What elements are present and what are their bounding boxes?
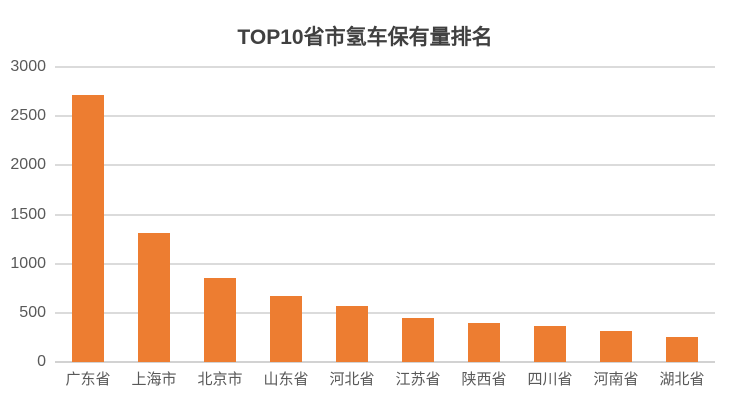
bar-category xyxy=(187,67,253,362)
gridline xyxy=(55,164,715,167)
bar xyxy=(72,94,104,362)
bar xyxy=(270,295,302,362)
x-axis-line xyxy=(55,361,715,363)
chart-title: TOP10省市氢车保有量排名 xyxy=(237,26,493,49)
gridline xyxy=(55,311,715,314)
bar xyxy=(468,322,500,362)
bar xyxy=(666,336,698,362)
y-tick-label: 2000 xyxy=(10,156,46,174)
gridline xyxy=(55,213,715,216)
bar-category xyxy=(385,67,451,362)
bar-category xyxy=(55,67,121,362)
gridline xyxy=(55,115,715,118)
y-axis-labels: 0 500 1000 1500 2000 2500 3000 xyxy=(0,59,46,370)
bar-category xyxy=(319,67,385,362)
bar-category xyxy=(253,67,319,362)
bar xyxy=(534,326,566,362)
bar-category xyxy=(517,67,583,362)
bar xyxy=(138,233,170,362)
bar xyxy=(204,278,236,362)
bar-category xyxy=(583,67,649,362)
x-tick-label: 陕西省 xyxy=(461,371,507,388)
bar xyxy=(402,318,434,362)
bar xyxy=(600,330,632,362)
x-tick-label: 上海市 xyxy=(131,371,177,388)
x-tick-label: 河南省 xyxy=(593,371,639,388)
bar xyxy=(336,306,368,362)
y-tick-label: 500 xyxy=(19,303,46,321)
x-axis-labels: 广东省 上海市 北京市 山东省 河北省 江苏省 陕西省 四川省 河南省 湖北省 xyxy=(55,371,715,389)
y-tick-label: 0 xyxy=(37,353,46,370)
bars xyxy=(55,67,715,362)
x-tick-label: 北京市 xyxy=(197,371,243,388)
x-tick-label: 江苏省 xyxy=(395,371,441,388)
y-tick-label: 3000 xyxy=(10,58,46,75)
y-tick-label: 2500 xyxy=(10,107,46,125)
x-tick-label: 四川省 xyxy=(527,371,573,388)
bar-category xyxy=(121,67,187,362)
y-tick-label: 1000 xyxy=(10,254,46,272)
gridline xyxy=(55,66,715,68)
x-tick-label: 湖北省 xyxy=(659,371,705,388)
y-tick-label: 1500 xyxy=(10,205,46,223)
bar-category xyxy=(451,67,517,362)
gridline xyxy=(55,262,715,265)
x-tick-label: 山东省 xyxy=(263,371,309,388)
bar-category xyxy=(649,67,715,362)
x-tick-label: 河北省 xyxy=(329,371,375,388)
plot-area xyxy=(55,66,715,363)
x-tick-label: 广东省 xyxy=(65,371,111,388)
